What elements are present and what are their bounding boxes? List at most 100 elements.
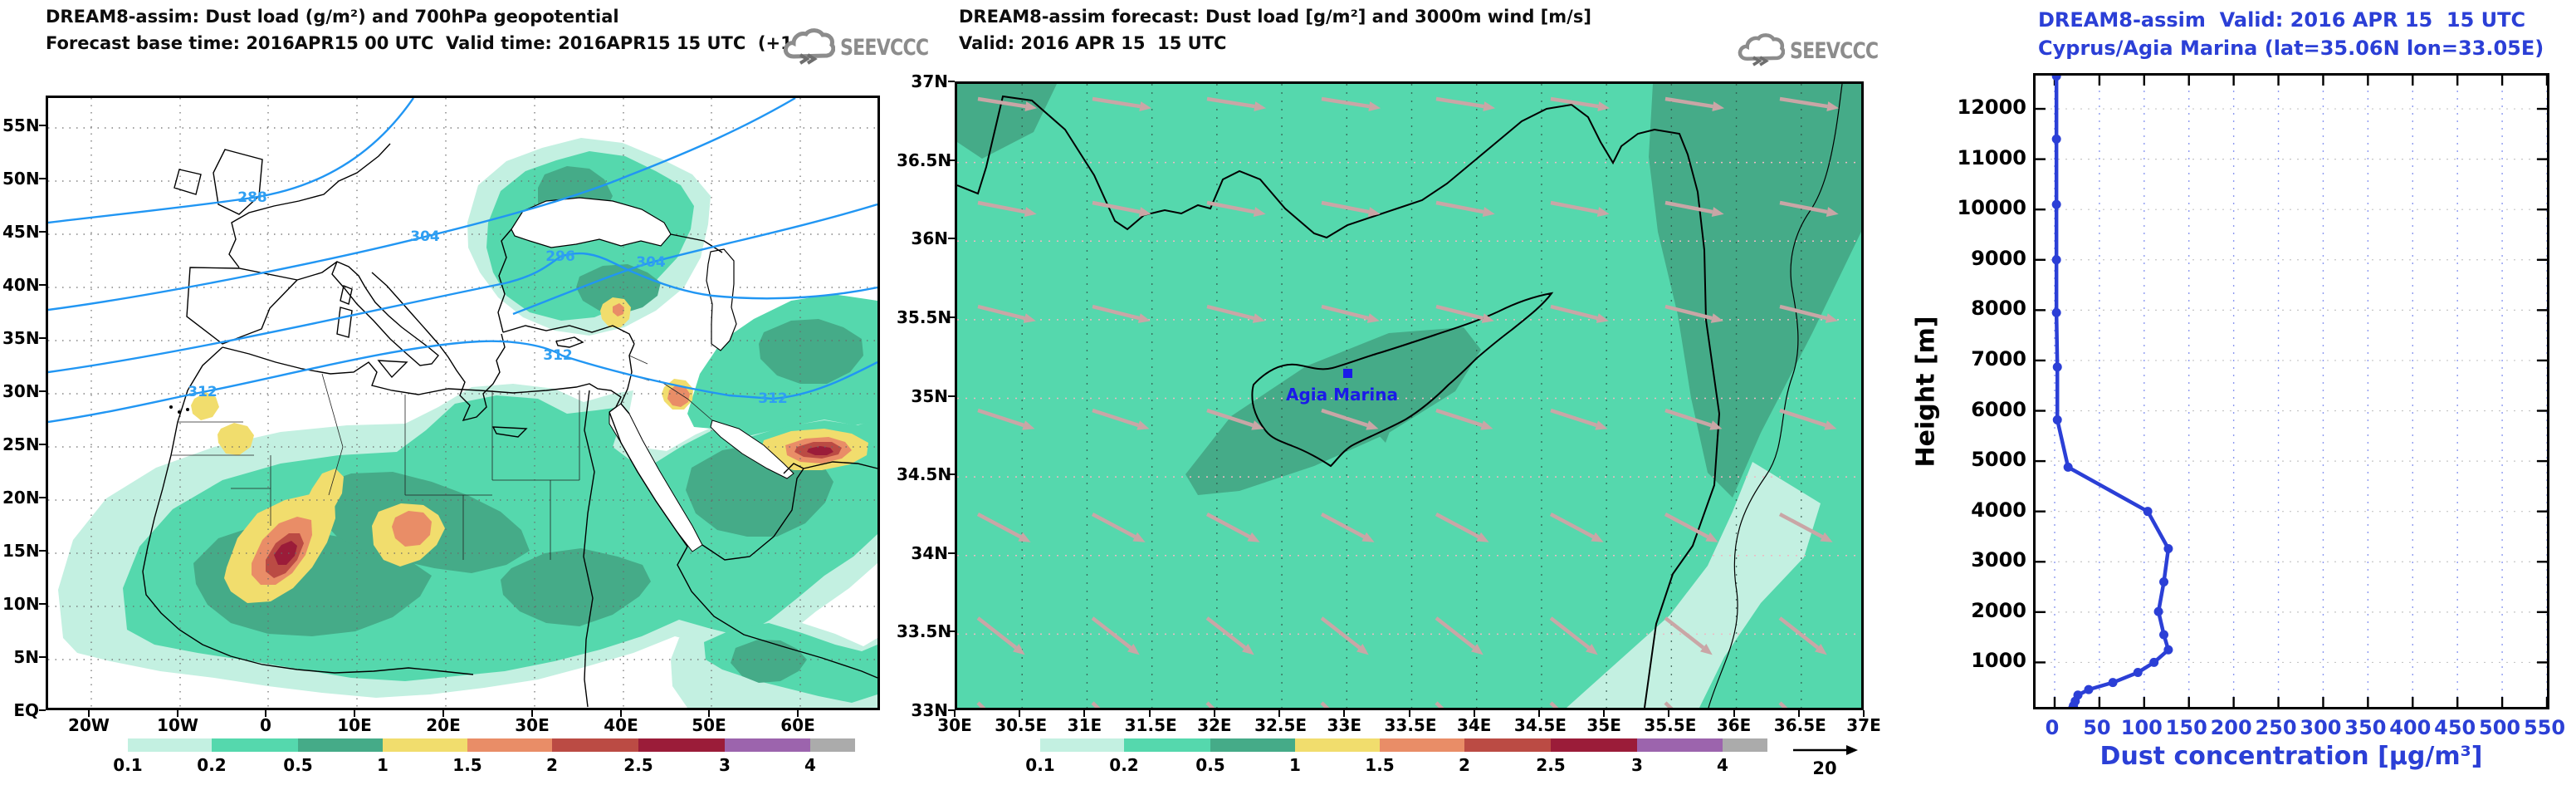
left-map-lon-label-40E: 40E [604, 715, 638, 735]
wind-arrow [1664, 304, 1713, 321]
dust-profile-point [2051, 134, 2061, 144]
middle-map-lon-label-31E: 31E [1067, 715, 1102, 735]
profile-y-tick-2000: 2000 [1971, 598, 2026, 622]
middle-map-lat-label-34.5N: 34.5N [897, 464, 952, 485]
colorbar-label-0.2: 0.2 [1109, 755, 1139, 775]
left-map-lon-label-50E: 50E [692, 715, 726, 735]
colorbar-segment-1 [1295, 738, 1380, 752]
left-map-lon-tick-30E [531, 710, 533, 717]
wind-arrow-head [1824, 420, 1837, 430]
wind-arrow-head [1483, 101, 1496, 111]
dust-profile-point [2149, 657, 2159, 667]
left-panel-title: DREAM8-assim: Dust load (g/m²) and 700hP… [46, 7, 619, 27]
left-map [47, 96, 878, 714]
left-map-lon-tick-10E [354, 710, 355, 717]
wind-arrow [976, 513, 1022, 539]
middle-map-lon-label-30.5E: 30.5E [995, 715, 1048, 735]
dust-profile-chart [2036, 71, 2549, 714]
wind-arrow-head [1024, 101, 1038, 111]
wind-arrow-head [1023, 313, 1036, 323]
middle-map-lon-tick-31E [1083, 710, 1086, 717]
dust-profile-point [2051, 255, 2061, 265]
colorbar-segment-0.2 [212, 738, 298, 752]
dust-profile-point [2051, 307, 2061, 317]
wind-arrow [1092, 200, 1141, 214]
colorbar-segment-1.5 [1380, 738, 1464, 752]
left-map-lat-label-15N: 15N [2, 541, 40, 561]
dust-profile-point [2052, 362, 2062, 372]
colorbar-label-2.5: 2.5 [623, 755, 653, 775]
seevccc-logo-middle: SEEVCCC [1737, 32, 1898, 70]
middle-map-lon-label-36.5E: 36.5E [1773, 715, 1826, 735]
left-map-lat-tick-20N [39, 497, 46, 498]
profile-title: DREAM8-assim Valid: 2016 APR 15 15 UTC [2038, 8, 2526, 32]
middle-map-lon-label-30E: 30E [937, 715, 972, 735]
middle-map-lon-tick-34.5E [1537, 710, 1540, 717]
wind-arrow [1435, 304, 1484, 321]
wind-arrow-head [1127, 643, 1140, 655]
colorbar-segment-0.2 [1124, 738, 1210, 752]
middle-map-lat-label-33N: 33N [911, 700, 948, 720]
left-map-lon-label-10E: 10E [337, 715, 372, 735]
colorbar-label-0.1: 0.1 [1025, 755, 1055, 775]
left-map-lat-label-35N: 35N [2, 328, 40, 348]
left-map-frame: 288 304 296 304 312 312 312 [46, 96, 880, 714]
wind-arrow [1778, 513, 1824, 539]
wind-arrow [1321, 408, 1368, 428]
colorbar-segment-2.5 [638, 738, 725, 752]
wind-arrow-head [1471, 643, 1484, 655]
middle-panel-subtitle: Valid: 2016 APR 15 15 UTC [959, 33, 1227, 53]
wind-arrow-head [1251, 420, 1264, 430]
wind-arrow [1205, 616, 1247, 650]
wind-arrow-head [1138, 207, 1151, 217]
colorbar-segment-1 [383, 738, 467, 752]
left-map-lat-label-30N: 30N [2, 381, 40, 401]
middle-map-lon-tick-32.5E [1278, 710, 1281, 717]
middle-map-lon-tick-37E [1863, 710, 1865, 717]
wind-arrow [1091, 616, 1132, 650]
middle-map-lon-label-33E: 33E [1327, 715, 1362, 735]
wind-arrow [1779, 408, 1826, 428]
wind-reference-value: 20 [1812, 758, 1837, 778]
wind-arrow [1320, 616, 1361, 650]
colorbar-segment-3 [725, 738, 810, 752]
left-map-lat-tick-50N [39, 178, 46, 179]
middle-map-lon-tick-35.5E [1668, 710, 1670, 717]
wind-arrow [1321, 96, 1370, 109]
dust-profile-point [2159, 576, 2169, 586]
wind-arrow-head [1596, 207, 1610, 217]
left-map-lon-tick-40E [620, 710, 622, 717]
middle-map-lat-tick-34N [948, 552, 955, 554]
wind-arrow [1664, 513, 1709, 539]
wind-arrow [1092, 304, 1140, 321]
left-panel-subtitle: Forecast base time: 2016APR15 00 UTC Val… [46, 33, 813, 53]
left-map-lon-tick-10W [177, 710, 178, 717]
wind-arrow-head [1247, 532, 1260, 542]
wind-arrow-head [1591, 532, 1604, 542]
middle-map-lat-label-35.5N: 35.5N [897, 307, 952, 327]
geopotential-contours [47, 96, 878, 424]
colorbar-label-0.2: 0.2 [197, 755, 227, 775]
wind-arrow [1779, 200, 1828, 214]
middle-map-lat-label-33.5N: 33.5N [897, 621, 952, 642]
middle-map-lon-label-34E: 34E [1456, 715, 1492, 735]
wind-arrow-head [1480, 420, 1493, 430]
colorbar-label-1.5: 1.5 [1365, 755, 1395, 775]
wind-arrow-head [1356, 643, 1369, 655]
wind-arrow [1205, 513, 1251, 539]
wind-arrow [1549, 616, 1591, 650]
left-map-lat-tick-15N [39, 550, 46, 552]
wind-arrow [1778, 616, 1820, 650]
profile-y-tick-11000: 11000 [1957, 145, 2027, 169]
colorbar-label-1: 1 [377, 755, 389, 775]
wind-arrow-head [1252, 313, 1265, 323]
middle-map-lat-tick-33.5N [948, 630, 955, 633]
dust-profile-point [2052, 415, 2062, 424]
left-map-lat-tick-30N [39, 390, 46, 392]
middle-map-lat-label-37N: 37N [911, 71, 948, 91]
profile-chart-frame [2033, 71, 2549, 714]
colorbar-segment-4 [1723, 738, 1767, 752]
middle-map-lon-tick-30E [954, 710, 956, 717]
dust-profile-point [2159, 630, 2169, 640]
left-map-lon-label-20E: 20E [426, 715, 461, 735]
